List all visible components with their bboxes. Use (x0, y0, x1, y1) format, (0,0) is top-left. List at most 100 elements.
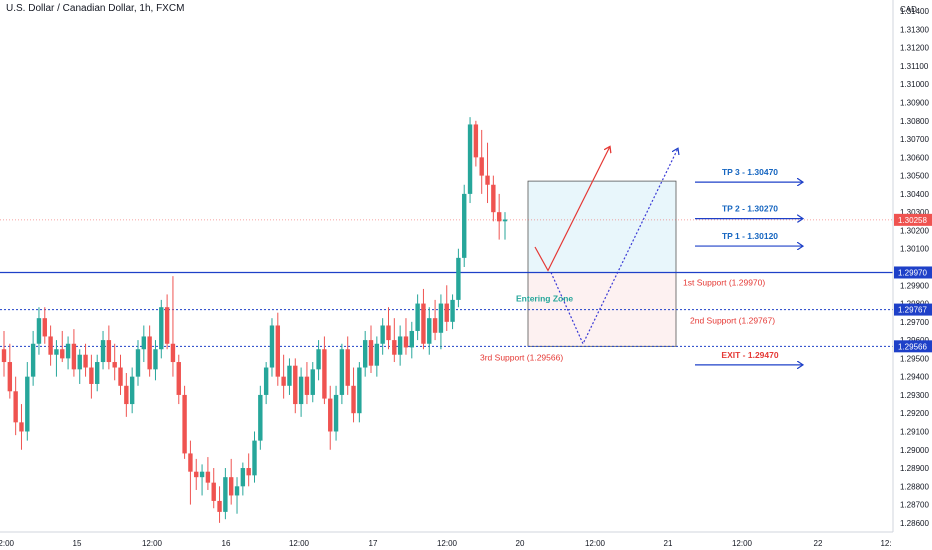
axis-currency-label: CAD (900, 5, 917, 14)
tp1-label: TP 1 - 1.30120 (722, 231, 778, 241)
candle (462, 184, 467, 267)
candle (19, 404, 24, 450)
candle (450, 294, 455, 330)
candle-body (176, 362, 181, 395)
x-tick-label: 12:00 (289, 539, 310, 548)
candle-body (403, 336, 409, 348)
candle-body (473, 124, 479, 158)
candle-body (397, 336, 403, 355)
candle (298, 367, 304, 417)
candle-body (415, 303, 420, 331)
candle (112, 343, 117, 381)
candle (409, 321, 414, 359)
candle (124, 373, 129, 417)
candle (345, 336, 350, 395)
candle (473, 120, 479, 167)
candle-body (479, 157, 484, 176)
candle (217, 486, 222, 523)
candle (496, 193, 502, 240)
candle-body (310, 369, 315, 395)
candle (374, 336, 380, 377)
candle (153, 340, 158, 381)
candle (467, 117, 473, 204)
y-tick-label: 1.29000 (900, 446, 929, 455)
candle-body (240, 468, 246, 487)
candle (380, 318, 385, 355)
candle-body (485, 175, 490, 185)
y-tick-label: 1.29200 (900, 409, 929, 418)
candle-body (124, 385, 129, 405)
candle-body (444, 303, 449, 322)
candle (211, 468, 216, 509)
candle (42, 307, 47, 344)
candle (182, 385, 187, 459)
candle-body (368, 340, 374, 366)
candle-body (118, 367, 123, 386)
candle-body (153, 349, 158, 370)
candle (502, 212, 508, 240)
candle-body (188, 453, 193, 472)
candle (36, 307, 42, 355)
y-tick-label: 1.30600 (900, 153, 929, 162)
candle (316, 340, 321, 381)
y-tick-label: 1.30500 (900, 172, 929, 181)
candle (118, 354, 123, 395)
candle (362, 330, 368, 377)
candle (147, 325, 152, 377)
candle (1, 330, 7, 377)
candle-body (194, 471, 199, 478)
candle (30, 330, 36, 386)
support1-label: 1st Support (1.29970) (683, 277, 765, 287)
x-tick-label: 12: (880, 539, 891, 548)
y-tick-label: 1.31200 (900, 44, 929, 53)
candle-body (246, 468, 251, 476)
candle (357, 362, 362, 423)
candle (7, 343, 13, 399)
candle-body (164, 307, 170, 344)
candle (100, 330, 106, 370)
y-tick-label: 1.28600 (900, 519, 929, 528)
candles (1, 117, 508, 523)
y-tick-label: 1.29500 (900, 354, 929, 363)
candle-body (228, 477, 234, 496)
candle-body (71, 343, 77, 370)
candle (228, 458, 234, 505)
candle-body (100, 340, 106, 363)
time-axis[interactable]: 12:00 15 12:00 16 12:00 17 12:00 20 12:00 21 12:00… (0, 531, 893, 548)
candle (65, 336, 71, 370)
x-tick-label: 12:00 (585, 539, 606, 548)
candle-body (36, 318, 42, 344)
candle-body (135, 349, 141, 377)
y-tick-label: 1.29300 (900, 391, 929, 400)
candle-body (7, 362, 13, 392)
candle-body (392, 340, 397, 355)
candle-body (54, 349, 59, 355)
candle-body (357, 367, 362, 414)
candle-body (491, 184, 496, 213)
candle (164, 294, 170, 350)
y-tick-label: 1.30200 (900, 226, 929, 235)
x-tick-label: 15 (73, 539, 82, 548)
candle-body (287, 365, 292, 386)
y-tick-label: 1.29100 (900, 427, 929, 436)
y-tick-label: 1.31400 (900, 7, 929, 16)
candle (199, 464, 205, 496)
candle (392, 318, 397, 363)
candle (269, 318, 275, 377)
candle (83, 343, 88, 377)
candle (438, 294, 444, 350)
candle (333, 385, 339, 441)
support2-label: 2nd Support (1.29767) (690, 316, 775, 326)
x-tick-label: 17 (369, 539, 378, 548)
candle-body (275, 325, 281, 377)
x-tick-label: 12:00 (732, 539, 753, 548)
candle (368, 325, 374, 373)
candle-body (159, 307, 164, 350)
candle (234, 477, 240, 514)
candle (287, 358, 292, 395)
candle-body (316, 349, 321, 370)
candle-body (462, 193, 467, 258)
candle (135, 340, 141, 386)
